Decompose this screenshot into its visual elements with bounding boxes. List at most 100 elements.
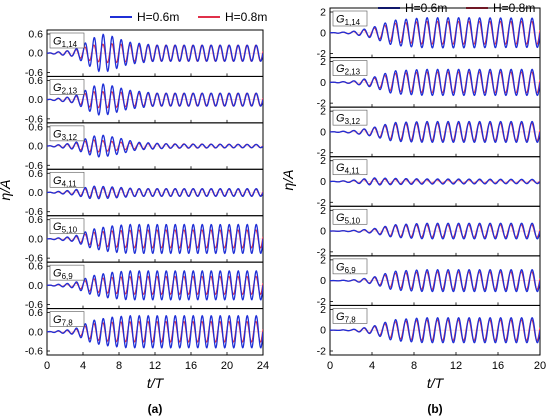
series-group [330,317,540,344]
panel-caption: (b) [427,402,442,416]
series-group [330,222,540,240]
y-tick-label: -0.6 [25,346,43,358]
station-label: G7,8 [332,308,368,324]
y-tick-label: 2 [320,106,326,118]
y-tick-label: -2 [317,246,326,258]
station-label: G2,13 [49,79,85,95]
subplot-G3-12: -0.6 0.0 0.6 G3,12 [25,121,264,172]
series-line-H-0-6m [47,134,263,158]
series-line-H-0-6m [330,16,540,49]
station-label: G6,9 [332,258,368,275]
series-line-H-0-6m [47,314,263,349]
subplot-G1-14: -0.6 0.0 0.6 G1,14 [25,29,264,79]
y-tick-label: 2 [320,56,326,68]
y-tick-label: 0 [320,325,326,337]
x-tick-label: 24 [257,360,269,372]
y-tick-label: -2 [317,296,326,308]
y-tick-label: 0.6 [28,75,43,87]
legend-label: H=0.6m [137,10,179,24]
x-tick-label: 0 [327,360,333,372]
panel-caption: (a) [148,402,163,416]
subplot-G5-10: -0.6 0.0 0.6 G5,10 [25,214,264,265]
series-line-H-0-6m [47,223,263,255]
x-tick-label: 16 [185,360,197,372]
station-label: G5,10 [49,218,85,235]
y-tick-label: -0.6 [25,299,43,311]
x-tick-labels: 0 4 8 12 16 20 24 [44,360,269,372]
y-tick-label: 2 [320,205,326,217]
station-label: G7,8 [49,311,85,328]
subplot-G6-9: -2 0 2 G6,9 [317,254,541,308]
series-group [330,177,540,186]
x-tick-label: 0 [44,360,50,372]
legend-label: H=0.8m [225,10,267,24]
x-tick-label: 16 [492,360,504,372]
y-tick-label: -0.6 [25,253,43,265]
y-tick-label: 2 [320,7,326,19]
x-tick-label: 20 [534,360,546,372]
station-label: G2,13 [332,60,368,77]
subplot-G5-10: -2 0 2 G5,10 [317,205,541,258]
y-tick-label: 0 [320,77,326,89]
y-axis-title: η/A [280,170,296,191]
legend: H=0.6m H=0.8m [110,10,267,24]
series-line-H-0-6m [330,177,540,186]
series-line-H-0-6m [330,222,540,240]
subplot-G6-9: -0.6 0.0 0.6 G6,9 [25,261,264,311]
y-tick-label: 0 [320,176,326,188]
series-line-H-0-6m [330,120,540,144]
y-tick-label: -2 [317,98,326,110]
subplot-G7-8: -0.6 0.0 0.6 G7,8 [25,307,264,358]
station-label: G4,11 [332,159,368,176]
series-group [330,68,540,97]
y-tick-label: 0.6 [28,29,43,41]
station-label: G3,12 [332,109,368,126]
x-tick-label: 12 [149,360,161,372]
y-tick-label: -2 [317,147,326,159]
y-tick-label: -2 [317,346,326,358]
y-tick-label: -0.6 [25,160,43,172]
subplot-G4-11: -0.6 0.0 0.6 G4,11 [25,168,264,218]
series-line-H-0-6m [47,83,263,116]
y-tick-label: 0.0 [28,141,43,153]
series-line-H-0-6m [330,317,540,344]
y-tick-label: -0.6 [25,67,43,79]
x-tick-labels: 0 4 8 12 16 20 [327,360,546,372]
y-tick-label: 0 [320,275,326,287]
subplot-G3-12: -2 0 2 G3,12 [317,106,541,159]
y-tick-label: 0.6 [28,121,43,133]
y-tick-label: -0.6 [25,206,43,218]
y-tick-label: 2 [320,155,326,167]
panel-b: H=0.6m H=0.8m-202G1,14-202G2,13-202G3,12-… [280,1,546,416]
series-group [47,33,263,73]
y-tick-label: 0.0 [28,48,43,60]
y-tick-label: 2 [320,254,326,266]
y-tick-label: 0.0 [28,280,43,292]
x-tick-label: 12 [450,360,462,372]
series-line-H-0-6m [47,185,263,200]
station-label: G1,14 [332,10,368,27]
y-tick-label: 0 [320,126,326,138]
series-group [47,134,263,158]
series-line-H-0-6m [330,68,540,97]
y-tick-label: 0.6 [28,168,43,180]
subplot-G2-13: -2 0 2 G2,13 [317,56,541,110]
x-tick-label: 8 [116,360,122,372]
subplot-G2-13: -0.6 0.0 0.6 G2,13 [25,75,264,125]
panel-a: H=0.6m H=0.8m -0.6 0.0 0.6 G1,14 -0.6 0.0 0.6 G2,… [0,10,269,416]
series-line-H-0-6m [330,269,540,293]
y-tick-label: 0.6 [28,214,43,226]
y-tick-label: -2 [317,48,326,60]
series-group [47,185,263,200]
y-tick-label: 0.6 [28,307,43,319]
y-tick-label: 0.0 [28,326,43,338]
series-group [47,270,263,301]
subplot-G1-14: -2 0 2 G1,14 [317,7,541,60]
y-tick-label: -0.6 [25,113,43,125]
x-axis-title: t/T [147,375,165,391]
series-group [330,269,540,293]
subplot-G4-11: -2 0 2 G4,11 [317,155,541,209]
series-group [330,16,540,49]
y-tick-label: 0.0 [28,187,43,199]
